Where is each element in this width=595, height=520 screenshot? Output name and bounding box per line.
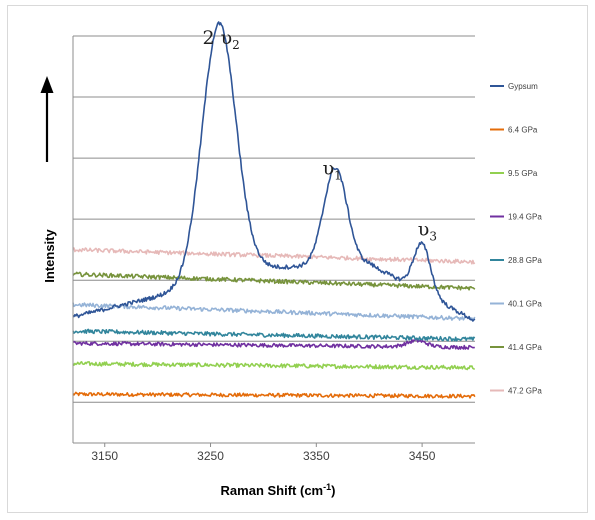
x-axis-title-sup: -1 bbox=[323, 482, 331, 492]
series-line-19-4-gpa bbox=[72, 338, 475, 350]
series-line-28-8-gpa bbox=[72, 328, 476, 342]
x-tick-label: 3250 bbox=[197, 449, 224, 463]
intensity-arrow bbox=[40, 76, 54, 162]
legend-label: 47.2 GPa bbox=[508, 387, 542, 396]
x-tick-label: 3450 bbox=[409, 449, 436, 463]
legend-label: 28.8 GPa bbox=[508, 256, 542, 265]
x-tick-label: 3150 bbox=[91, 449, 118, 463]
legend-label: Gypsum bbox=[508, 82, 538, 91]
legend-label: 9.5 GPa bbox=[508, 169, 538, 178]
peak-annotations: 2 υ2 υ1 υ3 bbox=[202, 27, 437, 243]
legend: Gypsum 6.4 GPa 9.5 GPa 19.4 GPa 28.8 GPa 40.1… bbox=[490, 82, 542, 396]
axes bbox=[72, 36, 475, 447]
chart-frame: 3150 3250 3350 3450 2 υ2 υ1 υ3 Gypsum 6.4 GPa 9… bbox=[7, 5, 588, 513]
chart-canvas: 3150 3250 3350 3450 2 υ2 υ1 υ3 Gypsum 6.4 GPa 9… bbox=[40, 21, 542, 498]
series-line-41-4-gpa bbox=[72, 271, 476, 291]
x-axis-title-main: Raman Shift (cm bbox=[221, 483, 324, 498]
legend-label: 40.1 GPa bbox=[508, 300, 542, 309]
intensity-arrow-head bbox=[40, 76, 54, 93]
series-lines bbox=[72, 21, 476, 399]
gridlines bbox=[73, 35, 475, 403]
y-axis-title: Intensity bbox=[42, 229, 57, 283]
x-tick-label: 3350 bbox=[303, 449, 330, 463]
legend-label: 6.4 GPa bbox=[508, 126, 538, 135]
peak-annotation: υ3 bbox=[418, 218, 437, 243]
y-axis-title-group: Intensity bbox=[42, 229, 57, 283]
x-axis-title-close: ) bbox=[331, 483, 335, 498]
peak-annotation: υ1 bbox=[323, 157, 342, 182]
series-line-6-4-gpa bbox=[72, 391, 476, 399]
series-line-gypsum bbox=[72, 21, 476, 322]
series-line-9-5-gpa bbox=[72, 361, 475, 371]
series-line-47-2-gpa bbox=[73, 247, 476, 265]
series-line-40-1-gpa bbox=[72, 302, 476, 322]
legend-label: 19.4 GPa bbox=[508, 213, 542, 222]
x-tick-labels: 3150 3250 3350 3450 bbox=[91, 449, 435, 463]
legend-label: 41.4 GPa bbox=[508, 343, 542, 352]
peak-annotation: 2 υ2 bbox=[202, 27, 239, 52]
x-axis-title: Raman Shift (cm-1) bbox=[221, 482, 336, 498]
